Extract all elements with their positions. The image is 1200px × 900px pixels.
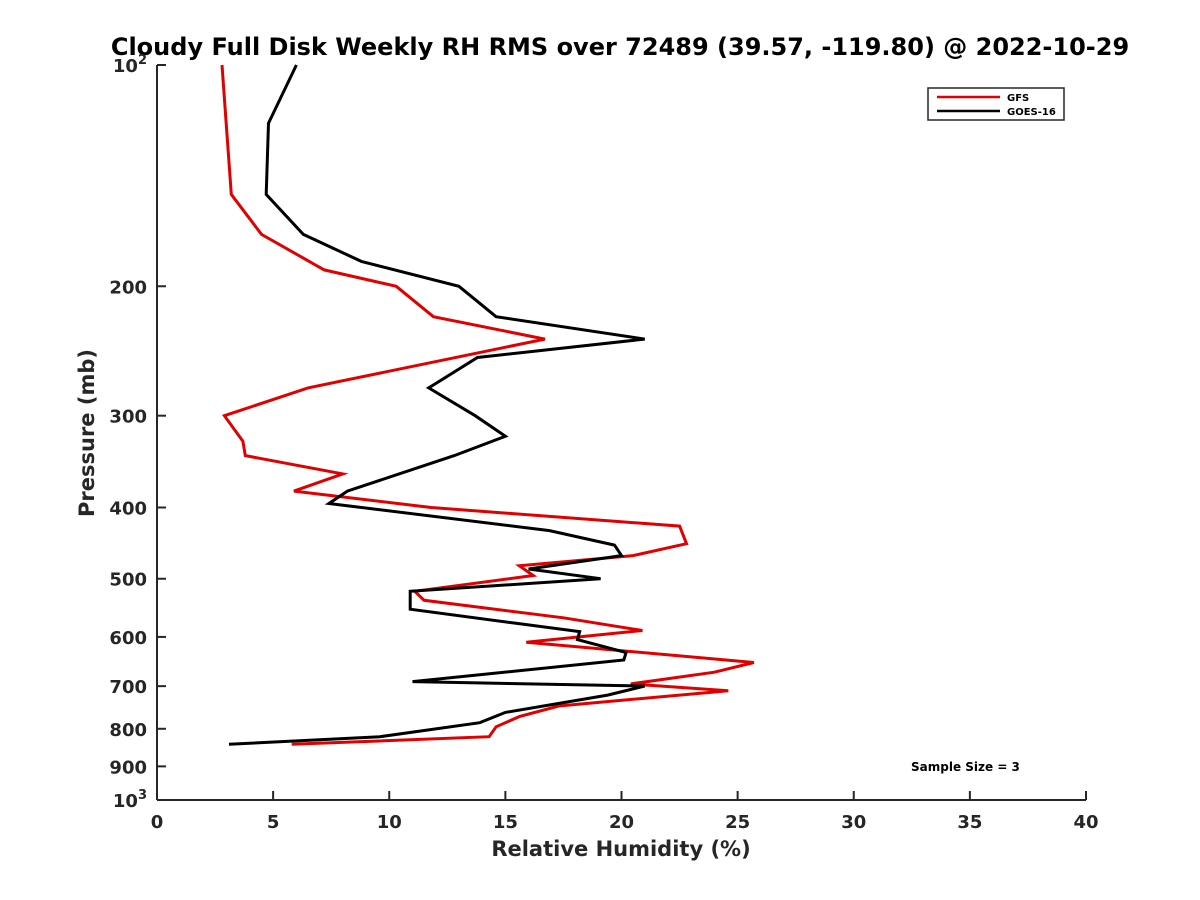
x-tick-label: 30 — [841, 812, 866, 833]
legend-label-goes-16: GOES-16 — [1007, 107, 1056, 118]
legend: GFS GOES-16 — [927, 87, 1065, 121]
chart-title: Cloudy Full Disk Weekly RH RMS over 7248… — [111, 33, 1129, 61]
x-tick-label: 10 — [377, 812, 402, 833]
y-tick-label: 103 — [113, 788, 147, 812]
y-tick-label: 300 — [109, 407, 147, 428]
y-tick-label: 102 — [113, 53, 147, 77]
y-tick-label: 400 — [109, 499, 147, 520]
x-tick-label: 40 — [1073, 812, 1098, 833]
legend-box — [927, 87, 1065, 121]
x-tick-label: 20 — [609, 812, 634, 833]
y-tick-label: 200 — [109, 277, 147, 298]
legend-label-gfs: GFS — [1007, 93, 1029, 104]
y-tick-label: 600 — [109, 628, 147, 649]
y-axis-label: Pressure (mb) — [75, 349, 99, 517]
y-tick-label: 800 — [109, 720, 147, 741]
x-ticks: 0 5 10 15 20 25 30 35 40 — [151, 791, 1099, 833]
y-tick-label: 900 — [109, 757, 147, 778]
sample-size-annotation: Sample Size = 3 — [911, 760, 1020, 774]
x-tick-label: 0 — [151, 812, 164, 833]
y-tick-label: 700 — [109, 677, 147, 698]
plot-lines — [220, 64, 755, 746]
x-tick-label: 15 — [493, 812, 518, 833]
x-axis-label: Relative Humidity (%) — [491, 837, 750, 861]
x-tick-label: 25 — [725, 812, 750, 833]
x-tick-label: 35 — [957, 812, 982, 833]
x-tick-label: 5 — [267, 812, 280, 833]
y-ticks: 102 200 300 400 500 600 700 800 900 103 — [109, 53, 166, 812]
series-line-gfs — [220, 64, 755, 746]
series-line-goes-16 — [228, 64, 646, 746]
y-tick-label: 500 — [109, 570, 147, 591]
